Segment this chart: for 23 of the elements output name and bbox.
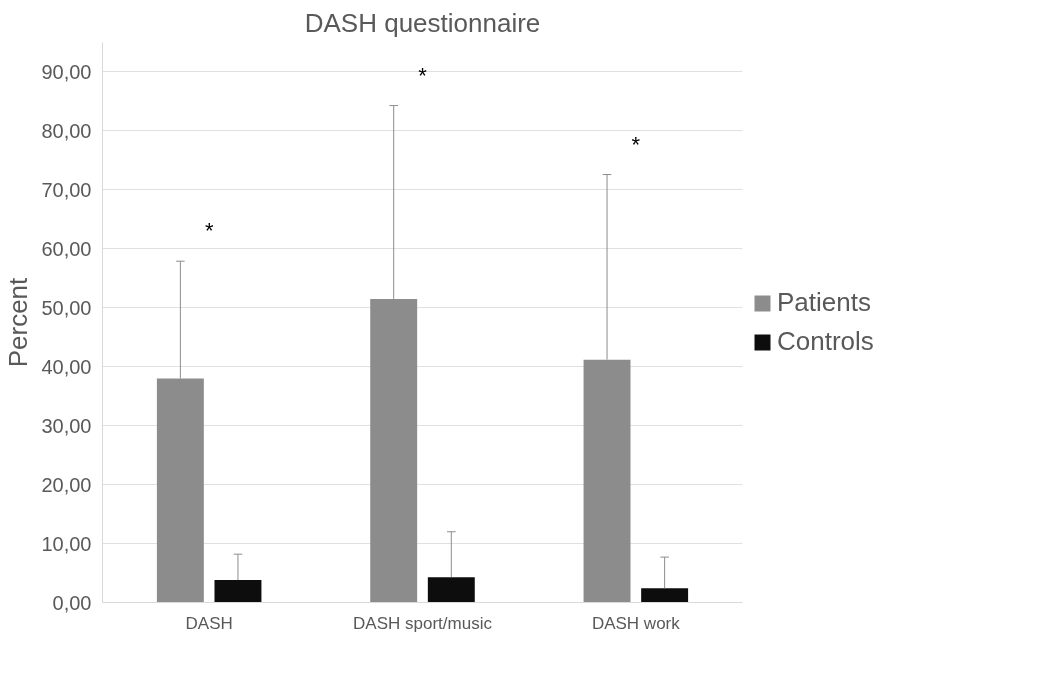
annotation: *: [631, 131, 641, 157]
annotation: *: [418, 62, 428, 88]
bar: [427, 577, 475, 603]
chart-title: DASH questionnaire: [304, 7, 541, 38]
legend-label: Controls: [777, 326, 874, 357]
y-tick-label: 20,00: [41, 473, 92, 496]
y-tick-label: 40,00: [41, 355, 92, 378]
y-axis-title: Percent: [3, 276, 34, 368]
legend-label: Patients: [777, 287, 871, 318]
bar: [641, 588, 689, 603]
x-tick-label: DASH sport/music: [353, 613, 493, 633]
y-tick-label: 50,00: [41, 296, 92, 319]
y-tick-label: 0,00: [52, 591, 92, 614]
y-tick-label: 70,00: [41, 178, 92, 201]
y-tick-label: 80,00: [41, 119, 92, 142]
bar: [214, 580, 262, 603]
y-tick-label: 60,00: [41, 237, 92, 260]
annotation: *: [204, 218, 214, 244]
y-tick-label: 10,00: [41, 532, 92, 555]
x-tick-label: DASH: [185, 613, 233, 633]
y-tick-label: 30,00: [41, 414, 92, 437]
x-tick-label: DASH work: [591, 613, 681, 633]
y-tick-label: 90,00: [41, 60, 92, 83]
